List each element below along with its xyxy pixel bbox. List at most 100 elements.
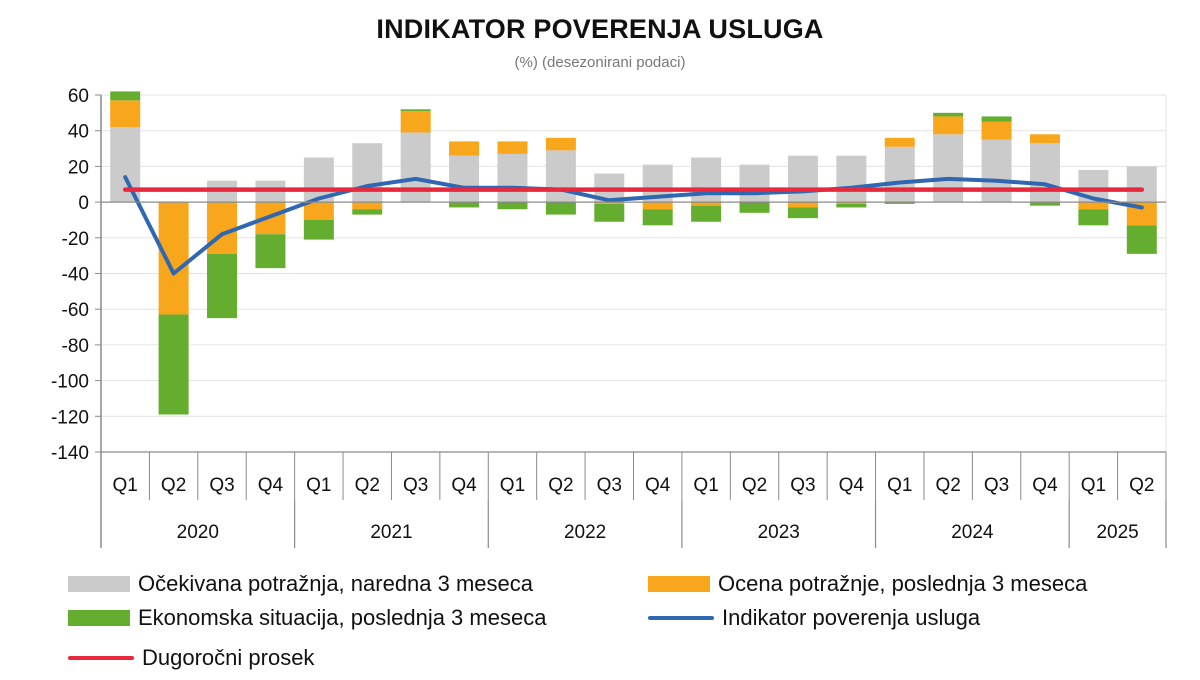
bar-segment [449,202,480,208]
legend-label: Ekonomska situacija, poslednja 3 meseca [138,605,547,630]
bar-segment [303,202,334,220]
x-tick-label: Q3 [790,475,815,496]
bar-segment [497,141,528,154]
bar-segment [1126,166,1157,203]
x-tick-label: Q4 [645,475,671,496]
x-tick-label: Q2 [161,475,186,496]
x-tick-label: Q1 [693,475,718,496]
x-tick-label: Q2 [1129,475,1154,496]
legend-swatch-orange [648,576,710,592]
bar-segment [110,91,141,101]
bars-group [110,91,1157,415]
legend-item-confidence-indicator: Indikator poverenja usluga [648,605,980,631]
bar-segment [1029,202,1060,206]
x-tick-label: Q3 [597,475,622,496]
year-label: 2023 [758,522,800,543]
x-tick-label: Q1 [113,475,138,496]
bar-segment [545,137,576,151]
y-tick-label: -140 [51,443,89,464]
bar-segment [787,202,818,208]
x-tick-label: Q3 [403,475,428,496]
bar-segment [836,203,867,208]
y-tick-label: -60 [62,300,89,321]
bar-segment [884,146,915,203]
legend-label: Ocena potražnje, poslednja 3 meseca [718,571,1088,596]
bar-segment [1078,209,1109,226]
y-tick-label: 60 [68,86,89,107]
year-label: 2024 [951,522,994,543]
x-tick-label: Q1 [1081,475,1106,496]
y-tick-label: 20 [68,157,89,178]
bar-segment [1126,225,1157,254]
legend-swatch-red-line [68,656,134,660]
bar-segment [884,137,915,147]
bar-segment [642,202,673,210]
y-tick-label: -120 [51,407,89,428]
legend-item-expected-demand: Očekivana potražnja, naredna 3 meseca [68,571,533,597]
y-tick-label: -100 [51,372,89,393]
y-tick-label: -20 [62,229,89,250]
chart-subtitle: (%) (desezonirani podaci) [514,54,686,71]
bar-segment [207,202,238,254]
bar-segment [642,209,673,226]
bar-segment [400,111,431,133]
bar-segment [303,219,334,240]
bar-segment [449,141,480,156]
x-tick-label: Q3 [209,475,234,496]
bar-segment [691,202,722,206]
bar-segment [207,253,238,319]
x-tick-label: Q2 [742,475,767,496]
x-tick-label: Q1 [500,475,525,496]
legend-label: Indikator poverenja usluga [722,605,981,630]
bar-segment [1029,134,1060,144]
bar-segment [981,121,1012,140]
x-tick-label: Q4 [839,475,865,496]
y-tick-label: -80 [62,336,89,357]
bar-segment [158,314,189,415]
bar-segment [981,116,1012,122]
year-label: 2020 [177,522,219,543]
bar-segment [255,234,286,269]
legend-swatch-blue-line [648,616,714,620]
bar-segment [352,209,383,215]
year-label: 2022 [564,522,606,543]
year-label: 2025 [1096,522,1138,543]
legend-label: Dugoročni prosek [142,645,315,670]
legend-item-demand-assessment: Ocena potražnje, poslednja 3 meseca [648,571,1087,597]
x-tick-label: Q3 [984,475,1009,496]
legend-swatch-green [68,610,130,626]
bar-segment [933,112,964,117]
y-tick-label: 40 [68,122,89,143]
bar-segment [933,116,964,135]
legend-item-economic-situation: Ekonomska situacija, poslednja 3 meseca [68,605,546,631]
bar-segment [594,203,625,222]
bar-segment [739,164,770,203]
bar-segment [158,202,189,315]
bar-segment [836,202,867,204]
x-tick-label: Q2 [355,475,380,496]
bar-segment [594,202,625,204]
x-tick-label: Q1 [887,475,912,496]
x-tick-label: Q4 [451,475,477,496]
bar-segment [352,202,383,210]
x-tick-label: Q2 [935,475,960,496]
bar-segment [497,202,528,210]
bar-segment [981,139,1012,203]
bar-segment [787,207,818,219]
bar-segment [1029,143,1060,203]
bar-segment [933,134,964,203]
x-tick-label: Q4 [258,475,284,496]
y-tick-label: 0 [78,193,89,214]
bar-segment [449,155,480,203]
year-label: 2021 [370,522,412,543]
chart-title: INDIKATOR POVERENJA USLUGA [376,14,824,44]
lines-group [122,175,1145,276]
y-tick-label: -40 [62,265,89,286]
bar-segment [400,109,431,112]
legend-item-long-term-average: Dugoročni prosek [68,645,314,671]
axes-group: 60 40 20 0 -20 -40 -60 -80 -100 -120 -140 Q1 Q2 Q3 Q4 Q… [51,86,1167,548]
bar-segment [787,155,818,203]
bar-segment [545,150,576,203]
legend-label: Očekivana potražnja, naredna 3 meseca [138,571,534,596]
